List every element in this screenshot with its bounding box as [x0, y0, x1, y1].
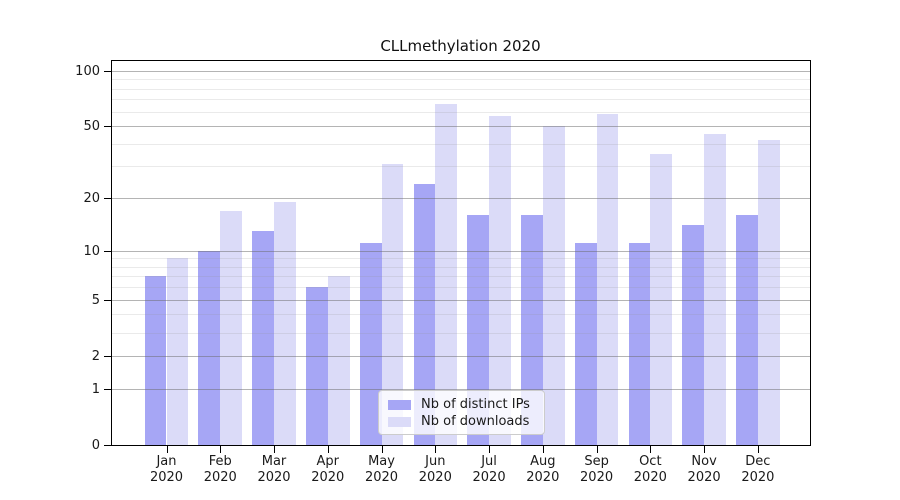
bar-distinct-ips — [628, 243, 651, 445]
bar-downloads — [542, 126, 565, 445]
bar-distinct-ips — [521, 215, 543, 445]
bar-downloads — [596, 114, 619, 445]
legend-label-downloads: Nb of downloads — [421, 414, 530, 429]
x-tick-label: Feb 2020 — [203, 454, 237, 485]
top-spine — [111, 60, 810, 61]
x-tick-mark — [220, 446, 222, 453]
bar-downloads — [220, 210, 243, 445]
x-tick-label: Nov 2020 — [687, 454, 721, 485]
grid-line-minor — [111, 143, 810, 145]
y-tick-mark — [104, 126, 111, 128]
legend-label-distinct-ips: Nb of distinct IPs — [421, 397, 530, 412]
grid-line-minor — [111, 332, 810, 334]
legend: Nb of distinct IPs Nb of downloads — [378, 390, 545, 435]
y-tick-mark — [104, 198, 111, 200]
x-tick-label: Jul 2020 — [472, 454, 506, 485]
right-spine — [810, 60, 811, 446]
bar-downloads — [274, 202, 296, 445]
grid-line-minor — [111, 314, 810, 316]
legend-swatch-distinct-ips — [388, 399, 411, 410]
bar-downloads — [381, 163, 404, 445]
x-tick-mark — [274, 446, 276, 453]
y-tick-label: 20 — [83, 191, 100, 207]
y-tick-mark — [104, 388, 111, 390]
y-tick-label: 0 — [91, 438, 100, 453]
legend-item-downloads: Nb of downloads — [388, 414, 535, 429]
x-tick-label: May 2020 — [364, 454, 399, 485]
y-tick-mark — [104, 445, 111, 446]
x-tick-label: Mar 2020 — [257, 454, 291, 485]
y-tick-label: 5 — [91, 292, 100, 308]
legend-swatch-downloads — [388, 416, 411, 427]
x-tick-mark — [327, 446, 329, 453]
y-tick-mark — [104, 355, 111, 357]
y-tick-mark — [104, 299, 111, 301]
x-tick-mark — [381, 446, 383, 453]
grid-line-minor — [111, 276, 810, 278]
grid-line-major — [111, 355, 810, 357]
bar-downloads — [166, 258, 189, 445]
bar-distinct-ips — [682, 225, 705, 445]
bar-distinct-ips — [736, 215, 758, 445]
x-tick-mark — [435, 446, 437, 453]
grid-line-major — [111, 70, 810, 72]
bar-distinct-ips — [359, 243, 382, 445]
x-tick-mark — [542, 446, 544, 453]
bar-distinct-ips — [305, 287, 328, 445]
bar-distinct-ips — [198, 250, 221, 445]
bar-downloads — [704, 134, 726, 445]
x-tick-mark — [596, 446, 598, 453]
grid-line-minor — [111, 111, 810, 113]
x-tick-label: Sep 2020 — [580, 454, 614, 485]
plot-area — [111, 60, 810, 445]
grid-line-major — [111, 198, 810, 200]
y-tick-label: 1 — [91, 381, 100, 397]
y-tick-label: 10 — [83, 243, 100, 259]
x-tick-mark — [757, 446, 759, 453]
grid-line-minor — [111, 166, 810, 168]
x-tick-label: Aug 2020 — [526, 454, 560, 485]
y-tick-mark — [104, 250, 111, 252]
x-tick-mark — [704, 446, 706, 453]
x-tick-mark — [166, 446, 168, 453]
bar-distinct-ips — [252, 230, 275, 445]
grid-line-minor — [111, 287, 810, 289]
bar-downloads — [757, 139, 780, 445]
bar-distinct-ips — [144, 276, 167, 445]
y-tick-mark — [104, 70, 111, 72]
x-tick-label: Oct 2020 — [633, 454, 667, 485]
x-tick-label: Apr 2020 — [311, 454, 345, 485]
grid-line-minor — [111, 88, 810, 90]
bar-distinct-ips — [413, 183, 436, 445]
x-tick-label: Jan 2020 — [149, 454, 184, 485]
chart-title: CLLmethylation 2020 — [380, 37, 541, 55]
y-axis-line — [111, 60, 112, 446]
y-tick-label: 50 — [83, 119, 100, 135]
bar-distinct-ips — [467, 215, 490, 445]
grid-line-major — [111, 299, 810, 301]
grid-line-major — [111, 250, 810, 252]
bar-downloads — [489, 115, 511, 445]
grid-line-minor — [111, 99, 810, 101]
legend-item-distinct-ips: Nb of distinct IPs — [388, 397, 535, 412]
x-tick-mark — [489, 446, 491, 453]
y-tick-label: 100 — [75, 63, 100, 79]
x-tick-mark — [650, 446, 652, 453]
grid-line-minor — [111, 266, 810, 268]
x-tick-label: Dec 2020 — [741, 454, 775, 485]
grid-line-major — [111, 388, 810, 390]
bar-downloads — [435, 103, 458, 445]
x-axis-line — [111, 445, 810, 446]
bar-downloads — [327, 276, 350, 445]
grid-line-major — [111, 126, 810, 128]
grid-line-minor — [111, 258, 810, 260]
y-tick-label: 2 — [91, 348, 100, 364]
x-tick-label: Jun 2020 — [418, 454, 452, 485]
bar-distinct-ips — [574, 243, 597, 445]
grid-line-minor — [111, 79, 810, 81]
